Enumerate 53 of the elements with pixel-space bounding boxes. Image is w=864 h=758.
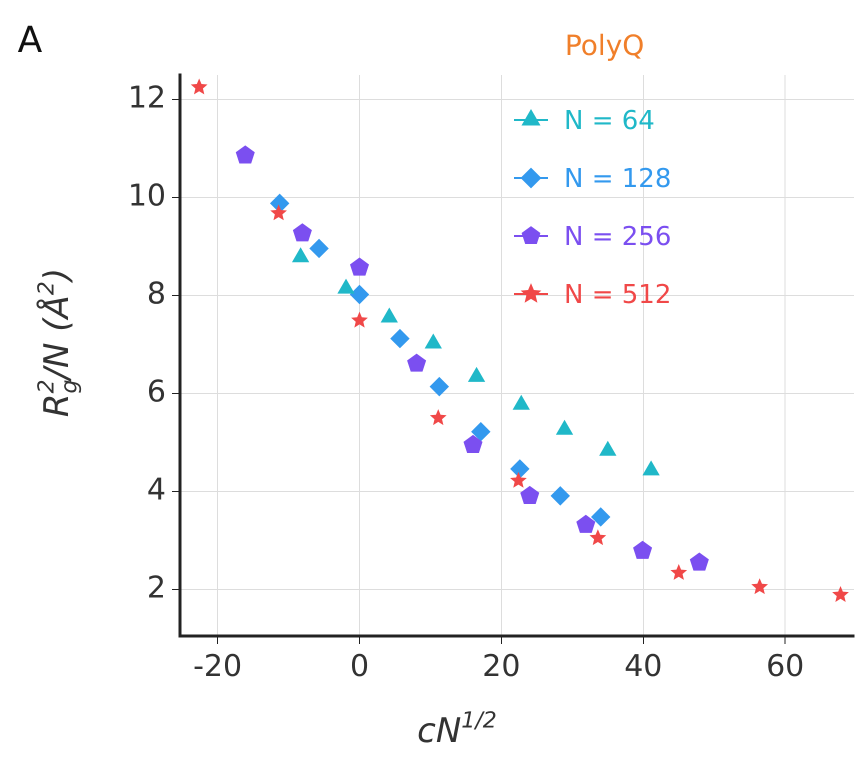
y-tick-label: 4 <box>146 472 166 508</box>
y-tick-label: 12 <box>128 80 166 116</box>
point <box>430 377 449 396</box>
point <box>292 223 312 242</box>
point <box>576 514 596 533</box>
point <box>270 204 287 220</box>
point <box>690 552 709 571</box>
point <box>236 145 255 164</box>
point <box>600 441 616 456</box>
point <box>832 586 849 602</box>
point <box>512 395 530 410</box>
point <box>390 329 410 348</box>
legend-label: N = 512 <box>564 280 672 310</box>
point <box>381 308 398 323</box>
y-tick-label: 6 <box>146 374 166 410</box>
point <box>350 285 369 304</box>
point <box>670 564 688 580</box>
x-tick-label: 0 <box>350 648 370 684</box>
legend-label: N = 128 <box>564 164 672 194</box>
point <box>338 279 354 294</box>
point <box>642 460 660 476</box>
point <box>351 312 368 328</box>
point <box>590 529 606 546</box>
point <box>468 367 485 382</box>
text: A <box>18 20 43 61</box>
point <box>471 422 490 442</box>
point <box>430 409 447 426</box>
x-tick-label: 60 <box>766 648 804 684</box>
x-tick-label: 40 <box>624 648 662 684</box>
y-tick-label: 2 <box>146 570 166 606</box>
point <box>510 472 527 488</box>
point <box>350 258 370 276</box>
point <box>424 334 442 348</box>
point <box>520 486 540 504</box>
x-tick-label: -20 <box>193 648 242 684</box>
y-tick-label: 10 <box>128 178 166 214</box>
point <box>633 540 652 559</box>
point <box>556 420 573 435</box>
y-axis-title: Rg2/N (Å2) <box>34 268 82 418</box>
point <box>751 578 768 594</box>
chart-title: PolyQ <box>564 29 644 62</box>
point <box>464 434 483 454</box>
point <box>310 238 329 258</box>
point <box>292 248 309 262</box>
legend-label: N = 256 <box>564 222 672 252</box>
point <box>190 78 208 94</box>
point <box>510 459 530 478</box>
point <box>407 354 426 372</box>
point <box>591 507 610 526</box>
y-tick-label: 8 <box>146 276 166 312</box>
point <box>550 486 570 506</box>
legend-label: N = 64 <box>564 106 655 136</box>
x-tick-label: 20 <box>482 648 520 684</box>
